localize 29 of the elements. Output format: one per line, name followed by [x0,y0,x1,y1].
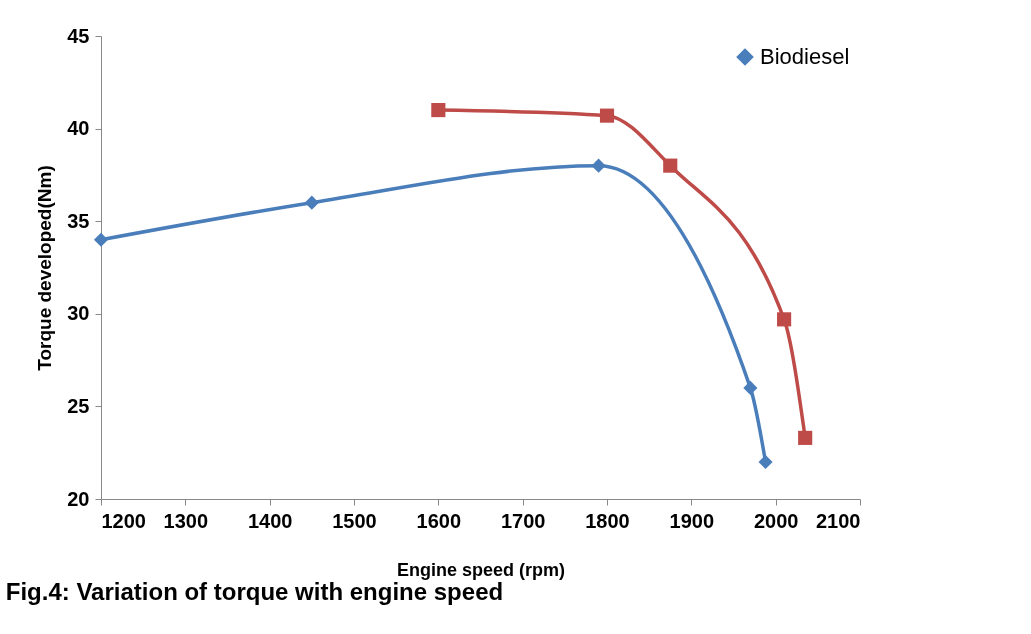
x-tick-label: 1300 [163,509,209,532]
x-tick-label: 2000 [753,509,799,532]
point [777,312,792,327]
point [663,158,678,173]
y-tick-label: 30 [67,302,90,325]
y-tick-label: 40 [67,117,90,140]
y-tick-label: 45 [67,24,90,47]
point [758,454,773,470]
y-axis-title: Torque developed(Nm) [34,165,56,371]
y-tick-label: 25 [67,394,90,417]
point [93,232,109,247]
point [743,380,758,395]
x-tick-label: 1500 [332,509,377,532]
point [431,103,446,118]
point [304,195,319,210]
legend-label: Biodiesel [760,44,850,69]
x-tick-label: 1800 [585,509,630,532]
x-tick-label: 1200 [101,509,146,532]
y-tick-label: 20 [67,487,90,510]
y-tick-label: 35 [67,209,90,232]
point [599,108,615,123]
point [591,158,606,173]
x-tick-label: 1400 [247,509,293,532]
x-tick-label: 1600 [416,509,462,532]
x-tick-label: 1900 [669,509,715,532]
x-tick-label: 1700 [500,509,546,532]
x-tick-label: 2100 [816,509,861,532]
x-axis-title: Engine speed (rpm) [396,559,566,580]
point [798,430,813,445]
